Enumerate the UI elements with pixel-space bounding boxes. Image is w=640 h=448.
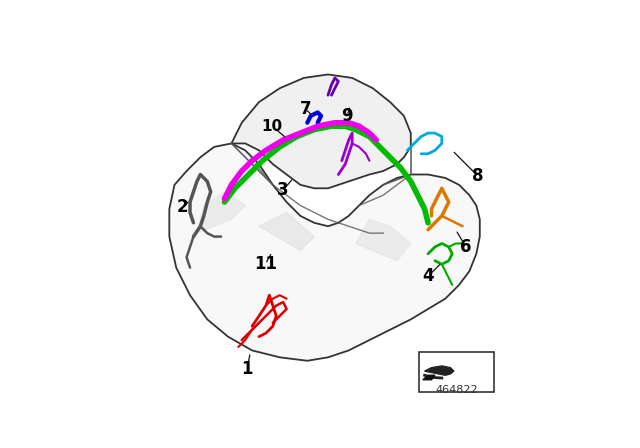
Text: 11: 11 (253, 255, 276, 273)
Polygon shape (356, 220, 411, 261)
Polygon shape (232, 74, 411, 188)
Polygon shape (424, 366, 454, 375)
Text: 2: 2 (177, 198, 188, 216)
Polygon shape (423, 375, 435, 380)
Text: 3: 3 (277, 181, 289, 199)
Polygon shape (259, 212, 314, 250)
Text: 8: 8 (472, 167, 484, 185)
Polygon shape (197, 192, 245, 233)
Text: 4: 4 (422, 267, 434, 285)
Text: 10: 10 (262, 119, 283, 134)
Text: 464822: 464822 (435, 385, 477, 395)
Text: 9: 9 (341, 107, 353, 125)
FancyBboxPatch shape (419, 352, 493, 392)
Text: 6: 6 (460, 238, 472, 256)
Text: 7: 7 (300, 100, 312, 118)
Text: 1: 1 (241, 360, 253, 379)
Polygon shape (170, 143, 480, 361)
